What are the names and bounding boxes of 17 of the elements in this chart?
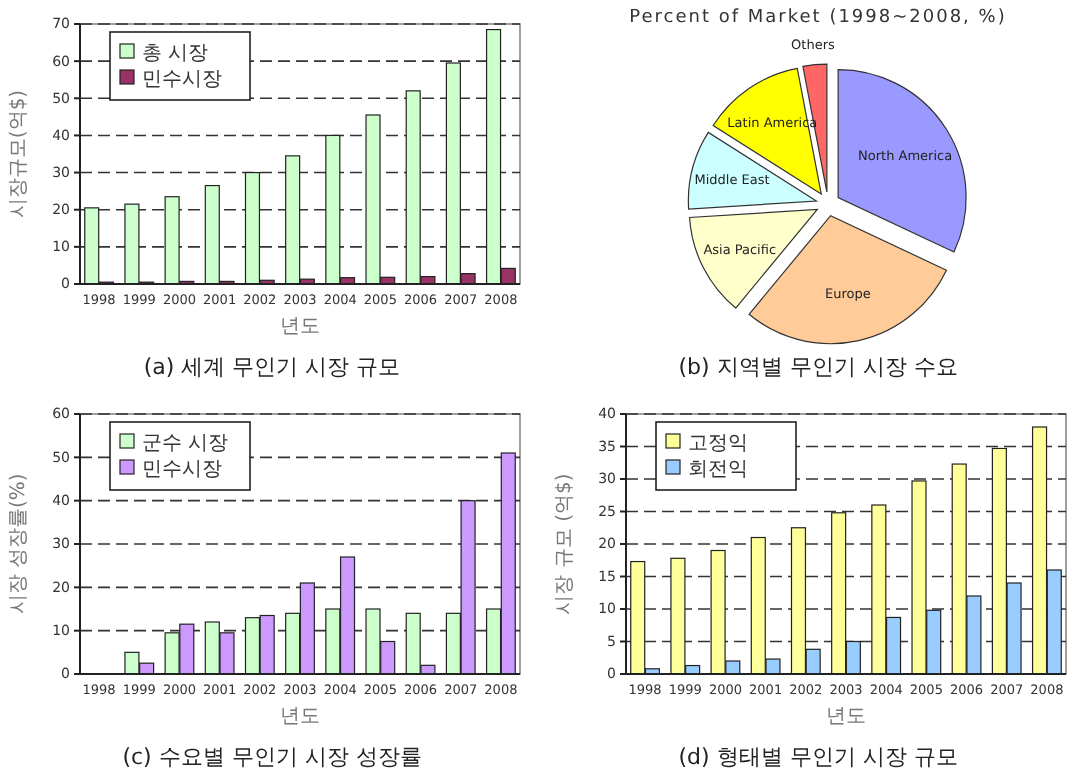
legend-label: 총 시장	[142, 43, 209, 65]
legend-label: 회전익	[688, 459, 748, 481]
legend-label: 민수시장	[142, 459, 222, 481]
text: (b) 지역별 무인기 시장 수요	[678, 354, 958, 380]
y-axis-title: 시장규모(억$)	[8, 89, 30, 219]
text: (c) 수요별 무인기 시장 성장률	[122, 744, 422, 770]
legend-label: 민수시장	[142, 69, 222, 91]
legend-label: 고정익	[688, 433, 748, 455]
legend-label: 군수 시장	[142, 433, 229, 455]
y-axis-title: 시장 규모 (억$)	[554, 473, 576, 615]
text: (d) 형태별 무인기 시장 규모	[678, 744, 958, 770]
y-axis-title: 시장 성장률(%)	[8, 473, 30, 615]
chart-title: Percent of Market (1998~2008, %)	[629, 8, 1007, 28]
x-axis-title: 년도	[280, 706, 320, 728]
x-axis-title: 년도	[280, 316, 320, 338]
text: (a) 세계 무인기 시장 규모	[143, 354, 401, 380]
x-axis-title: 년도	[826, 706, 866, 728]
